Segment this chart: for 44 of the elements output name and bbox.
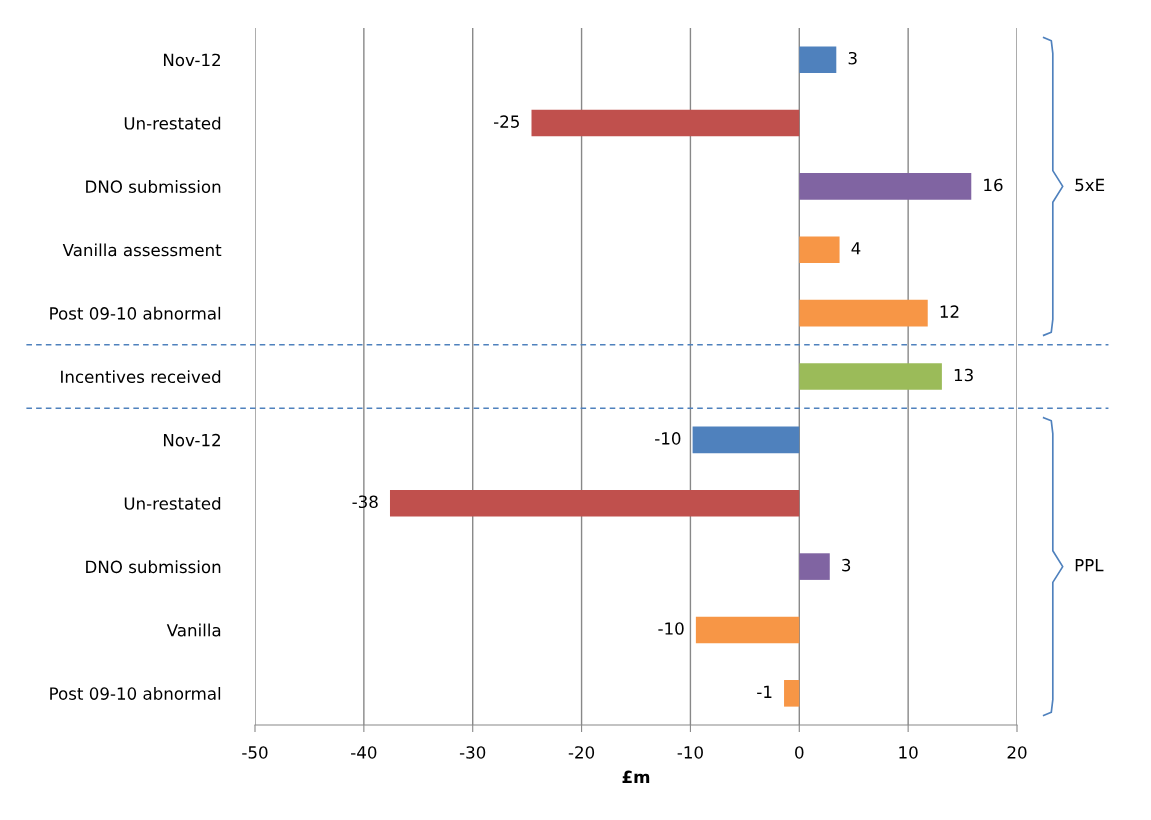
y-tick-label: Un-restated — [124, 496, 221, 510]
bar — [784, 680, 800, 707]
data-label: -38 — [352, 495, 378, 509]
bar — [799, 173, 972, 200]
bar — [799, 363, 942, 390]
text: 5xE — [1075, 178, 1105, 192]
data-label: 13 — [954, 368, 973, 382]
x-tick-label: -30 — [459, 746, 486, 759]
data-label: 16 — [984, 178, 1003, 192]
bar — [799, 299, 928, 327]
bar — [695, 616, 800, 644]
x-tick-label: -40 — [351, 746, 377, 759]
x-tick-label: -20 — [568, 746, 595, 759]
y-tick-label: DNO submission — [86, 560, 221, 574]
y-tick-label: Nov-12 — [163, 433, 220, 447]
y-tick-label: DNO submission — [86, 180, 221, 193]
y-tick-label: Un-restated — [124, 116, 221, 130]
x-axis-title: £m — [622, 770, 650, 783]
bar — [531, 109, 800, 137]
y-tick-label: Incentives received — [61, 370, 221, 384]
y-tick-label: Nov-12 — [163, 53, 220, 67]
data-label: -10 — [658, 622, 684, 635]
data-label: -10 — [655, 432, 681, 445]
y-tick-label: Vanilla assessment — [62, 243, 222, 257]
y-tick-label: Vanilla — [166, 623, 221, 637]
x-tick-label: 0 — [795, 746, 804, 759]
x-tick-label: 20 — [1007, 746, 1027, 759]
bar — [692, 426, 800, 454]
data-label: -1 — [757, 685, 772, 698]
y-tick-label: Post 09-10 abnormal — [50, 686, 221, 700]
x-tick-label: -50 — [242, 746, 268, 759]
bar — [389, 489, 800, 517]
x-tick-label: 10 — [899, 746, 918, 759]
y-tick-label: Post 09-10 abnormal — [50, 306, 221, 320]
bar — [799, 46, 837, 73]
x-tick-label: -10 — [677, 746, 703, 759]
bar — [799, 236, 840, 264]
data-label: 3 — [848, 51, 857, 65]
data-label: 12 — [940, 305, 959, 318]
bar — [799, 553, 830, 580]
data-label: 3 — [842, 558, 851, 572]
text: PPL — [1075, 559, 1104, 572]
data-label: -25 — [493, 115, 519, 128]
data-label: 4 — [851, 242, 861, 255]
